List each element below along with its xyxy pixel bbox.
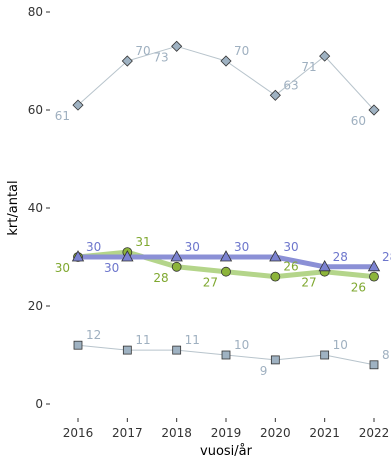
y-tick-label: 20 bbox=[28, 299, 43, 313]
triangle-data-label: 30 bbox=[185, 240, 200, 254]
circle-data-label: 28 bbox=[153, 271, 168, 285]
x-axis: 2016 2017 2018 2019 2020 2021 2022 bbox=[63, 418, 390, 440]
triangle-marker bbox=[71, 250, 85, 262]
triangle-marker bbox=[219, 250, 233, 262]
diamond-marker bbox=[269, 89, 281, 101]
diamond-data-label: 61 bbox=[55, 109, 70, 123]
triangle-marker bbox=[367, 259, 381, 272]
circle-data-label: 26 bbox=[351, 281, 366, 295]
triangle-data-label: 28 bbox=[382, 250, 391, 264]
x-tick-label: 2016 bbox=[63, 426, 94, 440]
triangle-marker bbox=[318, 259, 331, 272]
square-marker bbox=[221, 350, 231, 360]
square-data-label: 11 bbox=[135, 333, 150, 347]
circle-data-label: 30 bbox=[55, 261, 70, 275]
x-tick-label: 2018 bbox=[161, 426, 192, 440]
series-layer bbox=[71, 40, 381, 370]
square-marker bbox=[122, 345, 132, 355]
triangle-data-label: 30 bbox=[283, 240, 298, 254]
triangle-marker bbox=[269, 250, 282, 262]
diamond-marker bbox=[220, 55, 232, 67]
x-tick-label: 2021 bbox=[309, 426, 340, 440]
diamond-marker bbox=[319, 50, 331, 62]
circle-marker bbox=[369, 271, 379, 282]
diamond-data-label: 70 bbox=[234, 44, 249, 58]
triangle-data-label: 30 bbox=[86, 240, 101, 254]
triangle-marker bbox=[121, 250, 134, 262]
x-axis-title: vuosi/år bbox=[200, 444, 253, 458]
square-marker bbox=[172, 345, 182, 355]
square-data-label: 8 bbox=[382, 348, 390, 362]
triangle-marker bbox=[170, 250, 183, 262]
y-axis: 0 20 40 60 80 bbox=[28, 5, 50, 411]
circle-data-label: 27 bbox=[301, 276, 316, 290]
x-tick-label: 2019 bbox=[211, 426, 242, 440]
square-data-label: 10 bbox=[234, 338, 249, 352]
y-tick-label: 0 bbox=[35, 397, 43, 411]
square-marker bbox=[270, 355, 280, 365]
diamond-marker bbox=[121, 55, 133, 67]
y-axis-title: krt/antal bbox=[6, 180, 21, 235]
triangle-data-label: 30 bbox=[104, 261, 119, 275]
diamond-marker bbox=[72, 99, 84, 111]
x-tick-label: 2022 bbox=[359, 426, 390, 440]
circle-data-label: 26 bbox=[283, 260, 298, 274]
x-tick-label: 2020 bbox=[260, 426, 291, 440]
square-marker bbox=[320, 350, 330, 360]
square-data-label: 11 bbox=[185, 333, 200, 347]
y-tick-label: 40 bbox=[28, 201, 43, 215]
circle-marker bbox=[221, 266, 231, 277]
diamond-data-label: 71 bbox=[301, 60, 316, 74]
square-marker bbox=[369, 360, 379, 370]
square-data-label: 12 bbox=[86, 328, 101, 342]
x-tick-label: 2017 bbox=[112, 426, 143, 440]
circle-data-label: 27 bbox=[203, 276, 218, 290]
circle-marker bbox=[270, 271, 281, 282]
y-tick-label: 80 bbox=[28, 5, 43, 19]
diamond-data-label: 70 bbox=[135, 44, 150, 58]
diamond-marker bbox=[368, 104, 380, 116]
diamond-marker bbox=[171, 40, 183, 52]
circle-marker bbox=[171, 261, 182, 272]
triangle-data-label: 28 bbox=[333, 250, 348, 264]
square-marker bbox=[73, 340, 83, 350]
square-data-label: 10 bbox=[333, 338, 348, 352]
y-tick-label: 60 bbox=[28, 103, 43, 117]
diamond-data-label: 73 bbox=[153, 50, 168, 64]
square-data-label: 9 bbox=[260, 364, 268, 378]
circle-data-label: 31 bbox=[135, 235, 150, 249]
diamond-data-label: 63 bbox=[283, 78, 298, 92]
triangle-data-label: 30 bbox=[234, 240, 249, 254]
diamond-data-label: 60 bbox=[351, 114, 366, 128]
